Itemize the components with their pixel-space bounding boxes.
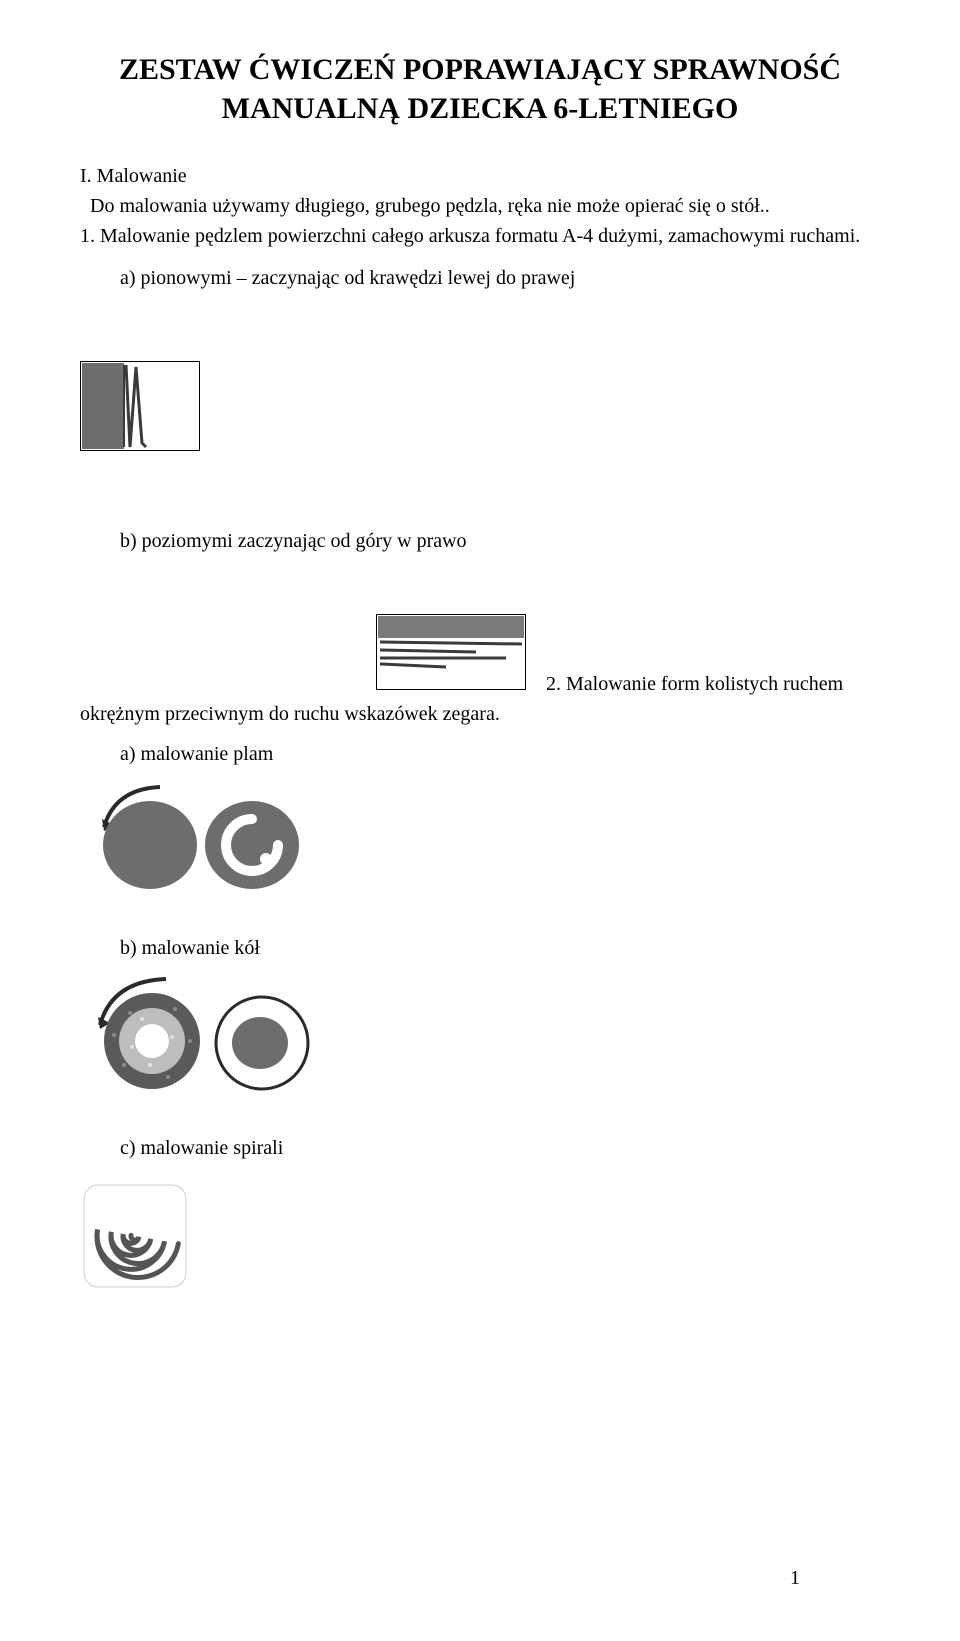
figure-spiral bbox=[80, 1181, 880, 1298]
paragraph-ex2b: b) malowanie kół bbox=[120, 935, 880, 961]
page-title: ZESTAW ĆWICZEŃ POPRAWIAJĄCY SPRAWNOŚĆ MA… bbox=[80, 50, 880, 128]
paragraph-ex2c: c) malowanie spirali bbox=[120, 1135, 880, 1161]
paragraph-ex1: 1. Malowanie pędzlem powierzchni całego … bbox=[80, 223, 880, 249]
paragraph-ex2a: a) malowanie plam bbox=[120, 741, 880, 767]
paragraph-ex1b: b) poziomymi zaczynając od góry w prawo bbox=[120, 528, 880, 554]
paragraph-ex1a: a) pionowymi – zaczynając od krawędzi le… bbox=[120, 265, 880, 291]
figure-vertical-strokes bbox=[80, 361, 880, 458]
paragraph-ex2-cont: okrężnym przeciwnym do ruchu wskazówek z… bbox=[80, 701, 880, 727]
page-number: 1 bbox=[790, 1565, 800, 1591]
figure-rings bbox=[80, 973, 880, 1100]
figure-blobs bbox=[80, 779, 880, 901]
section-heading: I. Malowanie bbox=[80, 163, 880, 189]
paragraph-intro: Do malowania używamy długiego, grubego p… bbox=[90, 193, 880, 219]
figure-horizontal-strokes bbox=[376, 614, 526, 697]
paragraph-ex2: 2. Malowanie form kolistych ruchem bbox=[526, 671, 880, 697]
